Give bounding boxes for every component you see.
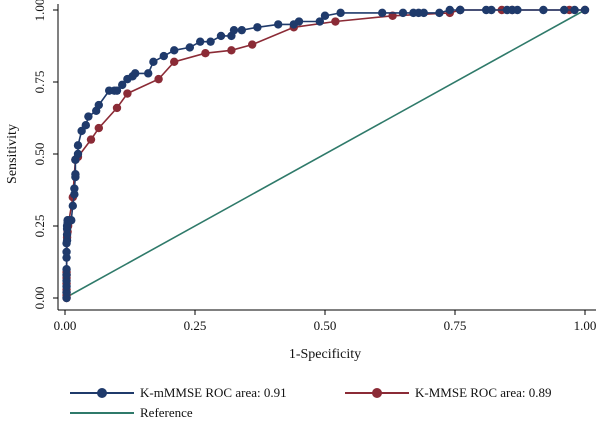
- x-axis-label: 1-Specificity: [289, 347, 361, 362]
- data-point: [159, 51, 168, 61]
- data-point: [123, 89, 132, 98]
- series-line: [64, 9, 586, 299]
- data-point: [70, 184, 79, 193]
- data-point: [456, 5, 465, 15]
- series-2: [64, 9, 586, 299]
- y-axis-label: Sensitivity: [5, 124, 20, 184]
- data-point: [112, 86, 122, 95]
- data-point: [196, 37, 205, 46]
- data-point: [68, 201, 78, 211]
- data-point: [112, 103, 122, 113]
- data-point: [206, 37, 215, 46]
- data-point: [398, 8, 408, 18]
- data-point: [67, 216, 76, 225]
- data-point: [227, 46, 236, 55]
- data-point: [185, 43, 194, 52]
- data-point: [71, 169, 80, 179]
- data-point: [84, 112, 93, 121]
- data-point: [62, 253, 71, 262]
- y-tick-label: 0.00: [32, 287, 47, 310]
- data-point: [580, 5, 590, 15]
- data-point: [294, 17, 304, 26]
- data-point: [94, 100, 104, 110]
- data-point: [216, 31, 226, 41]
- data-point: [62, 230, 72, 239]
- data-point: [487, 5, 496, 15]
- data-point: [62, 288, 71, 297]
- x-tick-label: 0.75: [444, 318, 467, 333]
- data-point: [445, 5, 454, 15]
- data-point: [248, 40, 257, 49]
- x-tick-label: 0.50: [314, 318, 337, 333]
- data-point: [149, 57, 158, 67]
- data-point: [62, 236, 72, 245]
- data-point: [62, 276, 71, 285]
- data-point: [154, 74, 163, 84]
- data-point: [336, 8, 345, 18]
- data-point: [253, 23, 262, 32]
- data-point: [131, 69, 140, 78]
- data-point: [62, 282, 71, 291]
- data-point: [62, 293, 71, 303]
- data-point: [419, 8, 428, 18]
- data-point: [62, 247, 71, 257]
- data-point: [570, 5, 579, 15]
- data-point: [94, 123, 104, 133]
- data-point: [320, 11, 330, 20]
- data-point: [539, 5, 548, 15]
- x-tick-label: 0.00: [54, 318, 77, 333]
- data-point: [201, 49, 210, 58]
- y-tick-label: 1.00: [32, 0, 47, 21]
- data-point: [315, 17, 324, 26]
- axes: 0.00 0.25 0.50 0.75 1.00 0.00 0.25 0.50 0.75 1.00: [32, 0, 596, 333]
- data-point: [170, 57, 179, 67]
- x-tick-label: 0.25: [184, 318, 207, 333]
- data-point: [274, 20, 283, 29]
- data-point: [144, 69, 153, 78]
- data-point: [560, 5, 569, 15]
- series-layer: [62, 5, 590, 303]
- data-point: [435, 8, 444, 18]
- y-tick-label: 0.50: [32, 143, 47, 166]
- data-point: [331, 17, 340, 26]
- data-point: [62, 265, 71, 274]
- data-point: [237, 25, 246, 35]
- data-point: [86, 135, 96, 144]
- data-point: [73, 149, 83, 159]
- data-point: [70, 190, 79, 199]
- data-point: [118, 80, 127, 90]
- data-point: [73, 141, 83, 150]
- data-point: [81, 121, 91, 130]
- y-tick-label: 0.75: [32, 71, 47, 94]
- data-point: [229, 25, 239, 35]
- data-point: [170, 46, 179, 55]
- x-tick-label: 1.00: [574, 318, 597, 333]
- y-tick-label: 0.25: [32, 215, 47, 238]
- series-0: [62, 5, 590, 303]
- data-point: [378, 8, 387, 18]
- data-point: [62, 270, 71, 280]
- data-point: [513, 5, 522, 15]
